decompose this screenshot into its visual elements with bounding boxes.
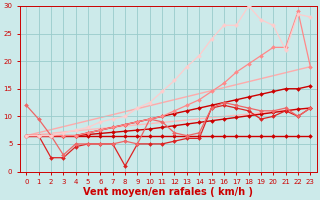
X-axis label: Vent moyen/en rafales ( km/h ): Vent moyen/en rafales ( km/h ) bbox=[83, 187, 253, 197]
